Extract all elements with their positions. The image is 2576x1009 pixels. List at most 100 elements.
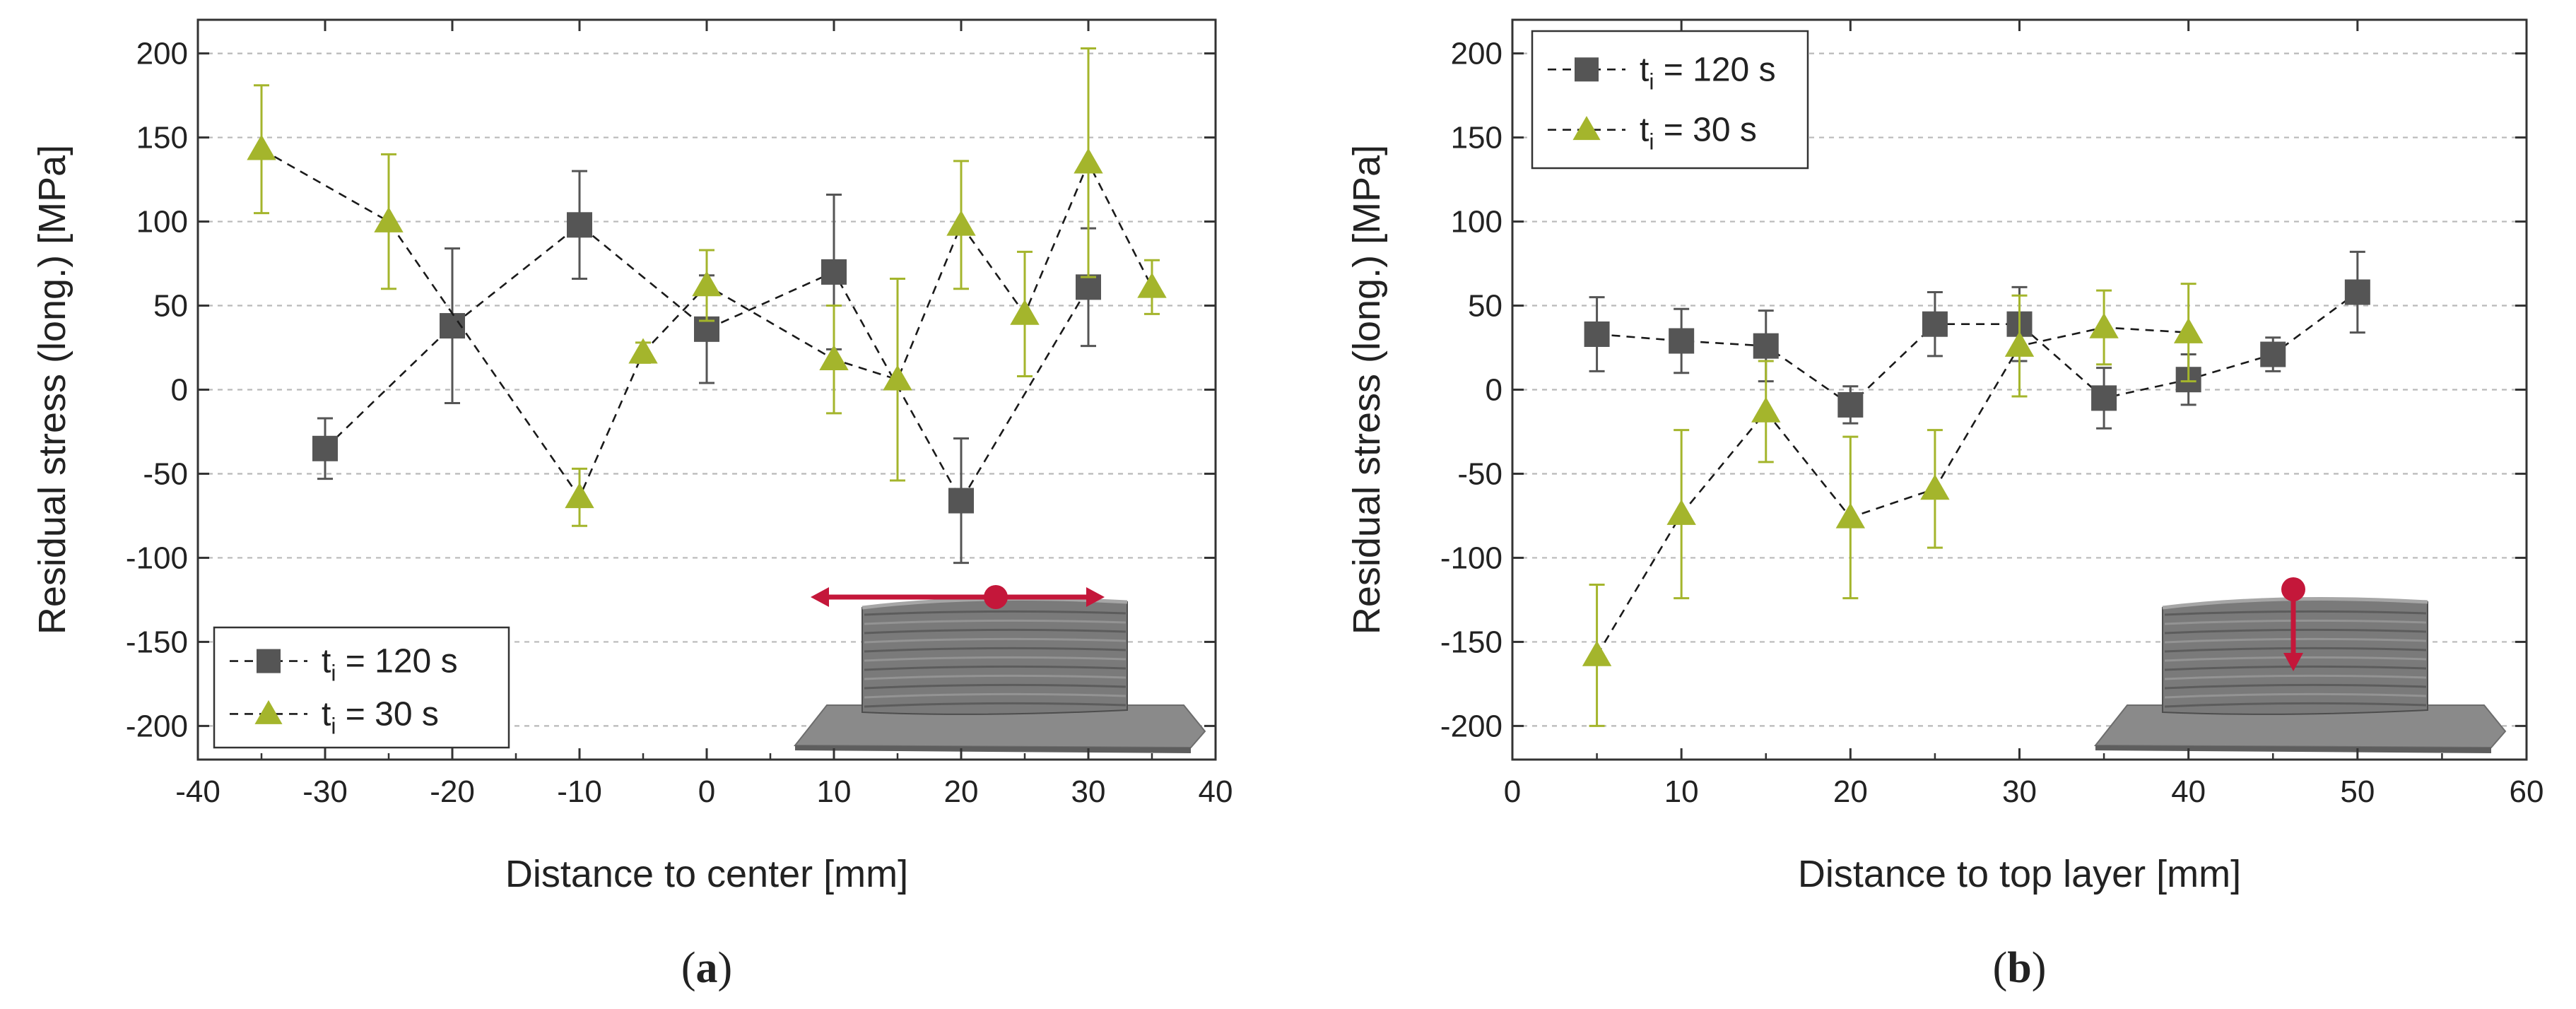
data-point-triangle — [374, 206, 404, 232]
y-axis-title: Residual stress (long.) [MPa] — [31, 145, 73, 635]
x-tick-label: 0 — [698, 774, 715, 809]
panel-label: (b) — [1993, 944, 2047, 992]
data-point-triangle — [565, 483, 594, 509]
legend-box — [213, 626, 510, 749]
panel-label: (a) — [681, 944, 732, 992]
y-tick-label: 0 — [1486, 373, 1502, 408]
series-line — [1596, 291, 2358, 406]
legend-label-rest: = 120 s — [1654, 51, 1775, 88]
y-tick-label: -200 — [126, 709, 188, 743]
base-plate — [2093, 704, 2507, 749]
specimen-photo — [793, 585, 1206, 753]
data-point-triangle — [946, 210, 976, 236]
data-point-square — [1837, 391, 1864, 418]
data-point-square — [948, 488, 974, 514]
arrow-head-down — [2283, 653, 2303, 671]
data-point-square — [2260, 341, 2286, 367]
legend-label-rest: = 120 s — [336, 643, 457, 680]
y-tick-label: -100 — [1440, 541, 1502, 575]
x-tick-label: -40 — [175, 774, 220, 809]
data-point-square — [2344, 279, 2370, 305]
legend-box — [1531, 30, 1809, 170]
y-tick-label: 200 — [136, 37, 188, 71]
specimen-layer-texture — [2164, 702, 2427, 708]
x-axis-title: Distance to top layer [mm] — [1798, 853, 2241, 895]
specimen-layer-texture — [864, 692, 1127, 699]
legend-label: ti = 30 s — [1640, 112, 1757, 155]
x-tick-label: -30 — [302, 774, 348, 809]
specimen-layer-texture — [864, 683, 1127, 690]
legend-label-sub: i — [1649, 69, 1654, 94]
y-tick-label: 100 — [1451, 205, 1502, 240]
x-tick-label: 30 — [2002, 774, 2037, 809]
chart-panel-b: 0 10 20 30 40 50 60 200 150 100 50 0 -50 -100 -150 -200… — [1346, 18, 2544, 992]
specimen-layer-texture — [864, 656, 1127, 662]
data-point-triangle — [2089, 312, 2119, 338]
legend-label-sub: i — [1649, 129, 1654, 155]
x-axis-title: Distance to center [mm] — [505, 853, 908, 895]
series-line — [1596, 326, 2189, 656]
x-tick-label: -20 — [430, 774, 475, 809]
series-ti-30s — [247, 47, 1167, 527]
data-point-triangle — [692, 271, 722, 297]
specimen-layer-texture — [864, 674, 1127, 680]
data-point-square — [821, 259, 847, 285]
data-point-triangle — [628, 338, 658, 364]
x-tick-label: 40 — [1199, 774, 1233, 809]
arrow-head-right — [1086, 587, 1105, 607]
specimen-photo — [2093, 577, 2507, 753]
legend-label-main: t — [1640, 51, 1649, 88]
y-tick-label: 50 — [1468, 289, 1502, 324]
data-point-triangle — [1835, 502, 1866, 529]
legend-label: ti = 120 s — [1640, 51, 1776, 94]
measure-start-dot — [2281, 577, 2305, 601]
y-tick-label: 100 — [136, 205, 188, 240]
legend-label-main: t — [1640, 112, 1649, 149]
legend-label-sub: i — [331, 661, 336, 686]
specimen-layer-texture — [864, 628, 1127, 635]
data-point-square — [2091, 385, 2117, 411]
legend-label: ti = 120 s — [322, 643, 458, 686]
x-tick-label: 50 — [2340, 774, 2375, 809]
specimen-layer-texture — [2164, 674, 2427, 680]
data-point-square — [1584, 321, 1610, 347]
specimen-layer-texture — [864, 647, 1127, 653]
series-ti-30s — [1582, 283, 2204, 727]
y-tick-label: 200 — [1451, 37, 1502, 71]
x-tick-label: 60 — [2510, 774, 2544, 809]
data-point-square — [1922, 311, 1948, 337]
x-tick-label: 20 — [944, 774, 979, 809]
y-tick-label: 150 — [136, 121, 188, 155]
y-tick-label: -100 — [126, 541, 188, 575]
data-point-square — [1669, 328, 1695, 354]
data-point-square — [312, 435, 338, 461]
data-point-square — [1575, 57, 1599, 82]
legend-label: ti = 30 s — [322, 695, 439, 738]
x-tick-label: 0 — [1504, 774, 1521, 809]
y-tick-label: -150 — [1440, 625, 1502, 659]
arrow-head-left — [811, 587, 829, 607]
data-point-triangle — [1074, 148, 1103, 174]
series-ti-120s — [312, 170, 1101, 565]
specimen-layer-texture — [2164, 692, 2427, 699]
specimen-layer-texture — [864, 619, 1127, 625]
specimen-layer-texture — [864, 702, 1127, 708]
data-point-triangle — [2004, 331, 2035, 357]
data-point-triangle — [883, 365, 912, 391]
data-point-triangle — [1137, 272, 1167, 298]
legend: ti = 120 sti = 30 s — [1531, 30, 1809, 170]
data-point-square — [567, 212, 592, 238]
specimen-layer-texture — [864, 610, 1127, 616]
data-point-triangle — [254, 700, 283, 724]
x-tick-label: 40 — [2171, 774, 2206, 809]
x-tick-label: 10 — [1664, 774, 1699, 809]
data-point-triangle — [1751, 396, 1781, 423]
legend-label-rest: = 30 s — [1654, 112, 1756, 149]
data-point-triangle — [1666, 499, 1696, 525]
y-axis-title: Residual stress (long.) [MPa] — [1346, 145, 1388, 635]
data-point-square — [257, 649, 281, 673]
legend-label-main: t — [322, 643, 331, 680]
data-point-square — [1076, 274, 1101, 300]
x-tick-label: 10 — [817, 774, 852, 809]
